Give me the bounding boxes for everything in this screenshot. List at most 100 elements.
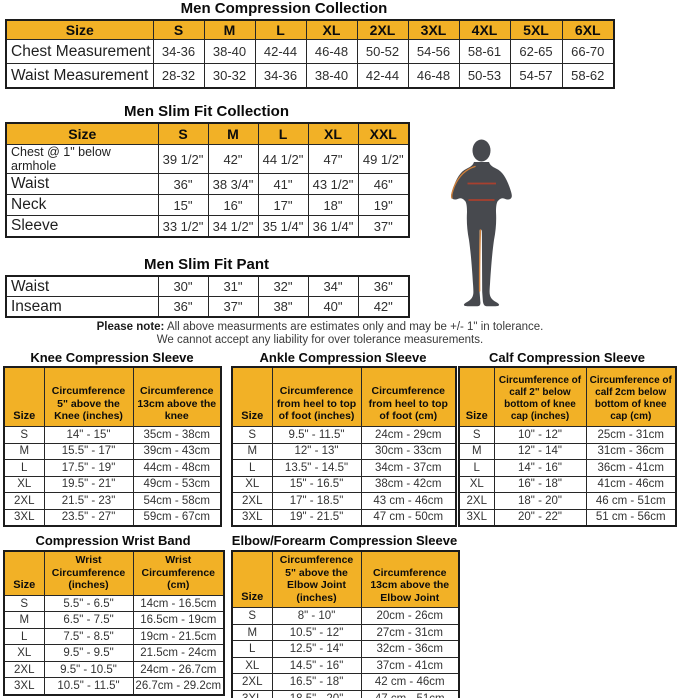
column-header-1: Circumference 5" above the Knee (inches) [43, 366, 134, 427]
cell-value: 37cm - 41cm [360, 656, 460, 675]
compression-collection-title: Men Compression Collection [180, 0, 388, 17]
row-label: S [3, 594, 45, 613]
cell-value: 14" - 15" [43, 426, 134, 444]
cell-value: 38-40 [305, 63, 358, 89]
column-header-4: XL [305, 19, 358, 40]
column-header-0: Size [458, 366, 495, 427]
cell-value: 51 cm - 56cm [585, 508, 677, 527]
figure-inseam-line [478, 229, 482, 292]
figure-body-silhouette [451, 162, 512, 307]
cell-value: 54-56 [407, 39, 460, 64]
cell-value: 8" - 10" [271, 607, 362, 625]
cell-value: 12.5" - 14" [271, 640, 362, 658]
compression-wrist-band-table: Size Wrist Circumference (inches) Wrist Ci… [3, 550, 225, 696]
elbow-sleeve-title: Elbow/Forearm Compression Sleeve [231, 533, 458, 548]
cell-value: 9.5" - 11.5" [271, 426, 362, 444]
cell-value: 34" [307, 275, 359, 297]
cell-value: 47" [307, 144, 359, 174]
row-label: M [231, 623, 273, 642]
cell-value: 14" - 16" [493, 459, 587, 477]
row-label: Sleeve [5, 215, 159, 238]
elbow-forearm-compression-sleeve-table: Size Circumference 5" above the Elbow Joi… [231, 550, 460, 698]
cell-value: 43 1/2" [307, 173, 359, 195]
cell-value: 58-61 [458, 39, 511, 64]
ankle-compression-sleeve-table: Size Circumference from heel to top of fo… [231, 366, 457, 527]
row-label: 2XL [231, 492, 273, 510]
table-row: 3XL 20" - 22" 51 cm - 56cm [458, 508, 677, 527]
cell-value: 21.5" - 23" [43, 492, 134, 510]
cell-value: 42" [207, 144, 259, 174]
column-header-3: L [257, 122, 309, 145]
cell-value: 15.5" - 17" [43, 442, 134, 460]
column-header-0: Size [3, 366, 45, 427]
row-label: L [231, 459, 273, 477]
figure-head [472, 139, 491, 162]
table-row: M 12" - 14" 31cm - 36cm [458, 442, 677, 460]
cell-value: 26.7cm - 29.2cm [132, 677, 225, 696]
column-header-2: Circumference 13cm above the Elbow Joint [360, 550, 460, 609]
column-header-2: M [207, 122, 259, 145]
row-label: S [231, 426, 273, 444]
table-row: Chest Measurement 34-36 38-40 42-44 46-48 50-… [5, 39, 615, 64]
table-row: 3XL 10.5" - 11.5" 26.7cm - 29.2cm [3, 677, 225, 696]
knee-compression-sleeve-table: Size Circumference 5" above the Knee (inc… [3, 366, 222, 527]
cell-value: 16.5" - 18" [271, 673, 362, 691]
column-header-1: Circumference of calf 2" below bottom of… [493, 366, 587, 427]
table-row: Chest @ 1" below armhole 39 1/2" 42" 44 1/2… [5, 144, 410, 174]
note-bold-prefix: Please note: [96, 321, 165, 333]
table-row: Sleeve 33 1/2" 34 1/2" 35 1/4" 36 1/4" 37" [5, 215, 410, 238]
cell-value: 5.5" - 6.5" [43, 594, 134, 613]
cell-value: 12" - 14" [493, 442, 587, 460]
cell-value: 18" - 20" [493, 492, 587, 510]
row-label: 2XL [3, 660, 45, 679]
cell-value: 27cm - 31cm [360, 623, 460, 642]
cell-value: 58-62 [561, 63, 615, 89]
ankle-sleeve-title: Ankle Compression Sleeve [259, 350, 427, 365]
cell-value: 19cm - 21.5cm [132, 627, 225, 646]
tolerance-note: Please note: All above measurments are e… [0, 321, 640, 347]
column-header-2: M [203, 19, 256, 40]
column-header-1: S [152, 19, 205, 40]
cell-value: 14.5" - 16" [271, 656, 362, 675]
cell-value: 43 cm - 46cm [360, 492, 457, 510]
row-label: M [3, 442, 45, 460]
table-row: S 10" - 12" 25cm - 31cm [458, 426, 677, 444]
row-label: XL [231, 656, 273, 675]
cell-value: 54cm - 58cm [132, 492, 222, 510]
row-label: L [458, 459, 495, 477]
cell-value: 16.5cm - 19cm [132, 611, 225, 629]
cell-value: 17" [257, 194, 309, 216]
column-header-0: Size [5, 122, 159, 145]
row-label: Neck [5, 194, 159, 216]
cell-value: 32cm - 36cm [360, 640, 460, 658]
column-header-0: Size [5, 19, 154, 40]
table-row: XL 19.5" - 21" 49cm - 53cm [3, 475, 222, 493]
column-header-1: S [157, 122, 209, 145]
row-label: M [3, 611, 45, 629]
men-slim-fit-pant-table: Waist 30" 31" 32" 34" 36" Inseam 36" 37" 38" 40" 42… [5, 275, 410, 318]
table-row: L 7.5" - 8.5" 19cm - 21.5cm [3, 627, 225, 646]
cell-value: 31cm - 36cm [585, 442, 677, 460]
column-header-1: Circumference from heel to top of foot (… [271, 366, 362, 427]
cell-value: 38cm - 42cm [360, 475, 457, 493]
men-slim-fit-collection-table: Size S M L XL XXL Chest @ 1" below armhole 39 1… [5, 122, 410, 238]
column-header-5: 2XL [356, 19, 409, 40]
row-label: Inseam [5, 296, 159, 318]
table-row: L 17.5" - 19" 44cm - 48cm [3, 459, 222, 477]
cell-value: 10.5" - 12" [271, 623, 362, 642]
cell-value: 34 1/2" [207, 215, 259, 238]
column-header-0: Size [231, 550, 273, 609]
table-row: 2XL 9.5" - 10.5" 24cm - 26.7cm [3, 660, 225, 679]
row-label: S [458, 426, 495, 444]
table-row: S 8" - 10" 20cm - 26cm [231, 607, 460, 625]
table-row: M 10.5" - 12" 27cm - 31cm [231, 623, 460, 642]
table-row: L 14" - 16" 36cm - 41cm [458, 459, 677, 477]
row-label: M [231, 442, 273, 460]
cell-value: 44cm - 48cm [132, 459, 222, 477]
row-label: 3XL [458, 508, 495, 527]
row-label: Waist [5, 173, 159, 195]
table-row: Neck 15" 16" 17" 18" 19" [5, 194, 410, 216]
cell-value: 28-32 [152, 63, 205, 89]
cell-value: 47 cm - 50cm [360, 508, 457, 527]
table-row: 2XL 17" - 18.5" 43 cm - 46cm [231, 492, 457, 510]
